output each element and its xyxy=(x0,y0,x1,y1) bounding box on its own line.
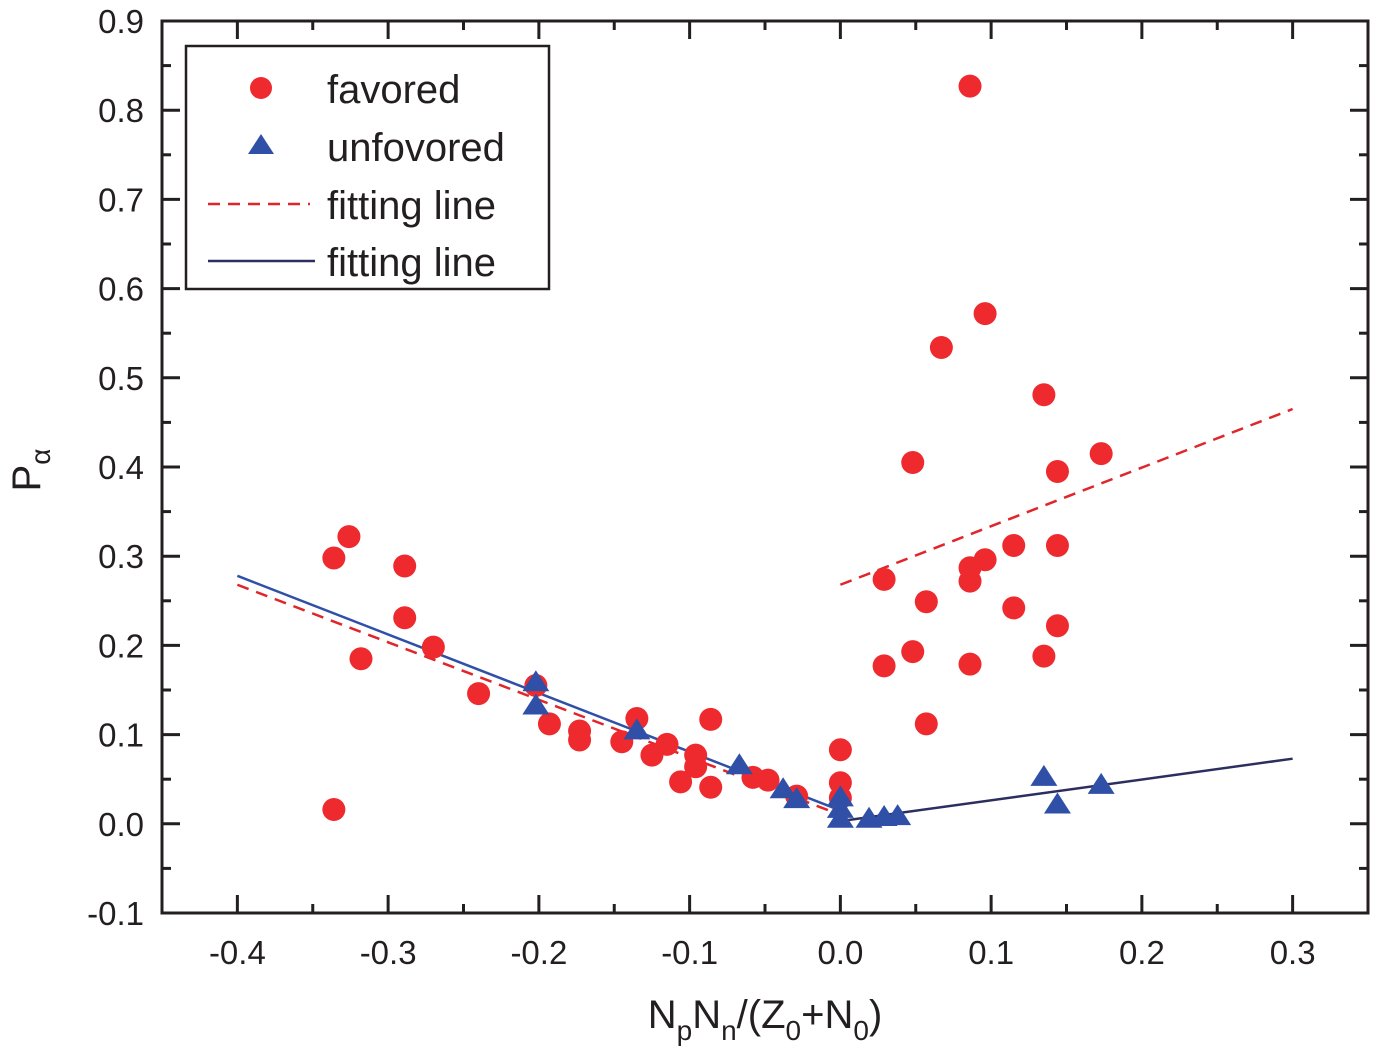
favored-point xyxy=(914,590,938,614)
legend-label: fitting line xyxy=(327,241,496,285)
favored-point xyxy=(756,768,780,792)
unfavored-point xyxy=(1030,764,1058,786)
y-tick-label: 0.5 xyxy=(98,360,144,397)
y-tick-label: -0.1 xyxy=(87,895,144,932)
favored-point xyxy=(1032,644,1056,668)
favored-point xyxy=(699,707,723,731)
x-title-part: +N xyxy=(801,993,853,1037)
x-axis-title: Np​Nn​/(Z0​+N0​) xyxy=(648,993,883,1046)
favored-point xyxy=(393,606,417,630)
x-title-subscript: p xyxy=(677,1015,693,1046)
legend-label: unfovored xyxy=(327,126,505,170)
legend-triangle-icon xyxy=(248,134,274,154)
favored-point xyxy=(958,652,982,676)
favored-point xyxy=(421,635,445,659)
legend-item-fit-solid: fitting line xyxy=(208,241,496,285)
y-axis-title: Pα xyxy=(5,449,56,492)
favored-point xyxy=(872,654,896,678)
favored-point xyxy=(958,74,982,98)
x-tick-label: -0.1 xyxy=(661,934,718,971)
favored-point xyxy=(1032,383,1056,407)
favored-point xyxy=(1089,442,1113,466)
y-tick-label: 0.9 xyxy=(98,3,144,40)
unfavored-point xyxy=(623,718,651,740)
favored-point xyxy=(568,728,592,752)
favored-point xyxy=(322,546,346,570)
legend-label: favored xyxy=(327,68,460,112)
favored-point xyxy=(684,755,708,779)
favored-point xyxy=(1045,533,1069,557)
x-title-part: /(Z xyxy=(737,993,786,1037)
favored-point xyxy=(901,640,925,664)
y-tick-label: 0.1 xyxy=(98,717,144,754)
legend-item-fit-dashed: fitting line xyxy=(208,184,496,228)
unfavored-point xyxy=(769,777,797,799)
y-tick-label: 0.8 xyxy=(98,92,144,129)
x-tick-label: -0.4 xyxy=(209,934,266,971)
tick-labels: -0.4 -0.3 -0.2 -0.1 0.0 0.1 0.2 0.3 -0.1 0.0 0.1 0.… xyxy=(87,3,1315,971)
y-title-subscript: α xyxy=(25,449,56,465)
favored-point xyxy=(1002,596,1026,620)
fit-line-solid xyxy=(840,757,1293,823)
y-tick-label: 0.3 xyxy=(98,538,144,575)
unfavored-point xyxy=(1087,772,1115,794)
favored-point xyxy=(699,775,723,799)
legend-box xyxy=(184,44,551,291)
favored-point xyxy=(349,647,373,671)
x-tick-label: 0.2 xyxy=(1119,934,1165,971)
x-tick-label: -0.2 xyxy=(510,934,567,971)
x-title-part: N xyxy=(648,993,677,1037)
y-tick-label: 0.7 xyxy=(98,181,144,218)
unfavored-point xyxy=(884,804,912,826)
unfavored-point xyxy=(522,693,550,715)
x-tick-label: 0.3 xyxy=(1270,934,1316,971)
unfavored-point xyxy=(783,787,811,809)
unfavored-point xyxy=(826,806,854,828)
x-title-subscript: 0 xyxy=(853,1015,869,1046)
x-title-part: N xyxy=(692,993,721,1037)
unfavored-point xyxy=(522,670,550,692)
favored-point xyxy=(537,712,561,736)
favored-point xyxy=(467,682,491,706)
fit-line-dashed xyxy=(839,407,1294,586)
favored-point xyxy=(322,798,346,822)
unfavored-point xyxy=(725,753,753,775)
unfavored-point xyxy=(826,785,854,807)
favored-point xyxy=(958,569,982,593)
legend-label: fitting line xyxy=(327,184,496,228)
favored-point xyxy=(828,738,852,762)
x-tick-label: 0.1 xyxy=(968,934,1014,971)
favored-point xyxy=(337,525,361,549)
favored-point xyxy=(1045,459,1069,483)
unfavored-point xyxy=(1043,792,1071,814)
axes xyxy=(160,19,1370,915)
favored-point xyxy=(1002,533,1026,557)
legend-item-favored: favored xyxy=(250,68,460,112)
x-title-subscript: n xyxy=(721,1015,737,1046)
favored-point xyxy=(1045,614,1069,638)
y-tick-label: 0.4 xyxy=(98,449,144,486)
favored-point xyxy=(929,335,953,359)
data-points xyxy=(322,74,1115,828)
x-tick-label: -0.3 xyxy=(360,934,417,971)
legend-item-unfavored: unfovored xyxy=(248,126,505,170)
y-tick-label: 0.6 xyxy=(98,271,144,308)
favored-point xyxy=(914,712,938,736)
favored-point xyxy=(901,451,925,475)
x-title-part: ) xyxy=(869,993,882,1037)
x-title-subscript: 0 xyxy=(786,1015,802,1046)
favored-point xyxy=(393,554,417,578)
favored-point xyxy=(655,732,679,756)
favored-point xyxy=(872,567,896,591)
y-tick-label: 0.0 xyxy=(98,806,144,843)
legend: favored unfovored fitting line fitting l… xyxy=(184,44,551,291)
favored-point xyxy=(669,770,693,794)
y-tick-label: 0.2 xyxy=(98,627,144,664)
x-tick-label: 0.0 xyxy=(817,934,863,971)
favored-point xyxy=(973,302,997,326)
legend-circle-icon xyxy=(250,77,272,99)
y-title-main: P xyxy=(5,465,49,492)
